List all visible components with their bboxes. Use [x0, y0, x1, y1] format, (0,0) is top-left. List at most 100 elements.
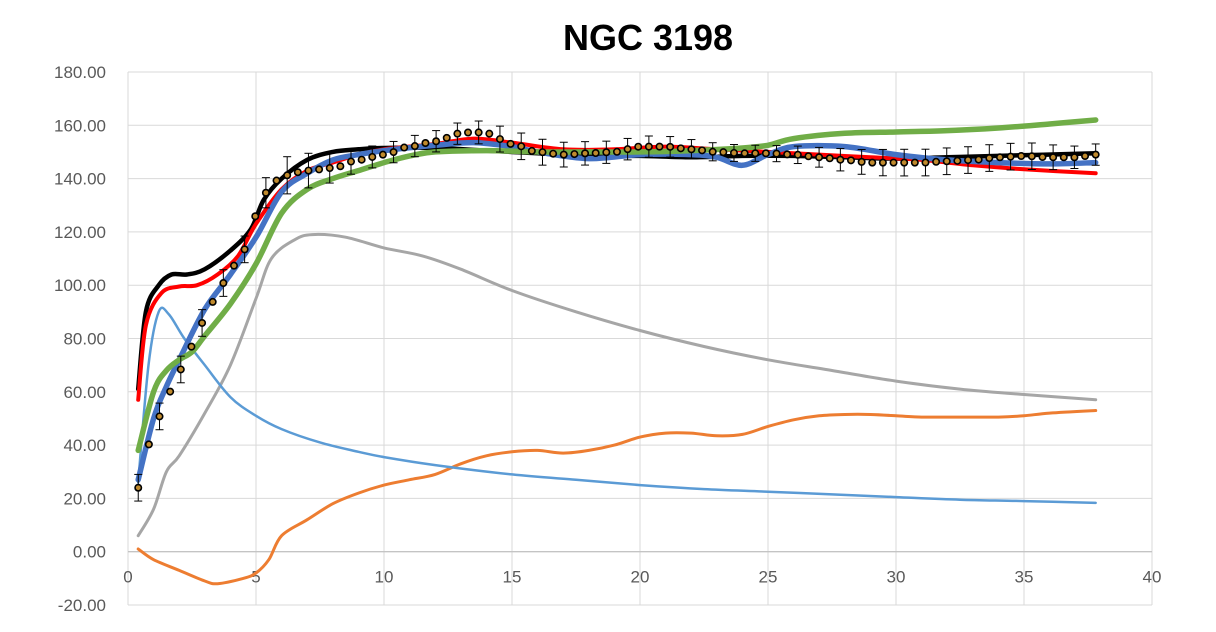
observed-point [708, 147, 717, 156]
observed-point [134, 483, 143, 492]
observed-point [655, 142, 664, 151]
observed-point [815, 153, 824, 162]
observed-point [868, 158, 877, 167]
observed-point [464, 128, 473, 137]
observed-point [219, 279, 228, 288]
y-tick-label: 120.00 [54, 223, 106, 242]
y-tick-label: 180.00 [54, 63, 106, 82]
observed-point [953, 156, 962, 165]
observed-point [1027, 152, 1036, 161]
observed-point [719, 148, 728, 157]
observed-point [1038, 153, 1047, 162]
observed-point [357, 155, 366, 164]
observed-point [538, 148, 547, 157]
observed-point [783, 150, 792, 159]
observed-point [698, 146, 707, 155]
observed-point [272, 176, 281, 185]
observed-point [495, 135, 504, 144]
observed-point [634, 142, 643, 151]
observed-point [793, 150, 802, 159]
y-tick-label: 140.00 [54, 170, 106, 189]
series-layer [135, 117, 1099, 586]
x-tick-label: 10 [375, 568, 394, 587]
observed-point [942, 157, 951, 166]
x-tick-label: 20 [631, 568, 650, 587]
y-tick-label: 0.00 [73, 543, 106, 562]
y-tick-label: 160.00 [54, 116, 106, 135]
observed-point [549, 149, 558, 158]
observed-point [825, 154, 834, 163]
observed-point [1081, 152, 1090, 161]
observed-point [261, 188, 270, 197]
x-tick-label: 0 [123, 568, 132, 587]
observed-point [932, 157, 941, 166]
observed-point [506, 139, 515, 148]
observed-point [208, 297, 217, 306]
observed-point [591, 149, 600, 158]
observed-point [1091, 150, 1100, 159]
observed-point [198, 318, 207, 327]
observed-point [985, 154, 994, 163]
observed-point [995, 153, 1004, 162]
observed-point [1049, 153, 1058, 162]
observed-point [187, 342, 196, 351]
observed-point [666, 142, 675, 151]
series-line-orange [136, 409, 1098, 586]
axis-layer: -20.00 0.00 20.00 40.00 60.00 80.00 100.00 120.… [54, 63, 1161, 615]
observed-point [283, 171, 292, 180]
observed-point [847, 156, 856, 165]
observed-point [144, 440, 153, 449]
observed-point [240, 245, 249, 254]
grid-layer [127, 71, 1153, 606]
x-tick-label: 35 [1015, 568, 1034, 587]
observed-point [804, 152, 813, 161]
series-line-black [135, 145, 1098, 392]
x-tick-label: 40 [1143, 568, 1162, 587]
observed-point [570, 150, 579, 159]
y-tick-label: 40.00 [63, 436, 106, 455]
observed-point [517, 142, 526, 151]
observed-point [687, 145, 696, 154]
x-tick-label: 15 [503, 568, 522, 587]
observed-point [1017, 151, 1026, 160]
y-tick-label: 60.00 [63, 383, 106, 402]
y-tick-label: -20.00 [58, 596, 106, 615]
observed-layer [134, 120, 1100, 502]
observed-point [602, 148, 611, 157]
observed-point [442, 133, 451, 142]
y-tick-label: 100.00 [54, 276, 106, 295]
observed-point [347, 157, 356, 166]
observed-point [729, 148, 738, 157]
observed-point [1059, 153, 1068, 162]
chart-title: NGC 3198 [563, 17, 733, 58]
observed-point [229, 261, 238, 270]
observed-point [772, 149, 781, 158]
observed-point [581, 149, 590, 158]
observed-point [176, 365, 185, 374]
observed-point [527, 146, 536, 155]
observed-point [761, 149, 770, 158]
observed-point [400, 143, 409, 152]
observed-point [921, 158, 930, 167]
observed-point [389, 148, 398, 157]
y-tick-label: 20.00 [63, 489, 106, 508]
observed-point [155, 412, 164, 421]
observed-point [1070, 153, 1079, 162]
observed-point [889, 158, 898, 167]
observed-point [485, 129, 494, 138]
observed-point [612, 147, 621, 156]
observed-point [304, 166, 313, 175]
observed-point [974, 155, 983, 164]
observed-point [315, 165, 324, 174]
observed-point [623, 145, 632, 154]
observed-point [453, 129, 462, 138]
observed-point [336, 162, 345, 171]
observed-point [166, 387, 175, 396]
observed-point [1006, 152, 1015, 161]
observed-point [644, 142, 653, 151]
observed-point [910, 158, 919, 167]
observed-point [836, 155, 845, 164]
observed-point [421, 139, 430, 148]
series-line-lightblue [136, 306, 1097, 505]
